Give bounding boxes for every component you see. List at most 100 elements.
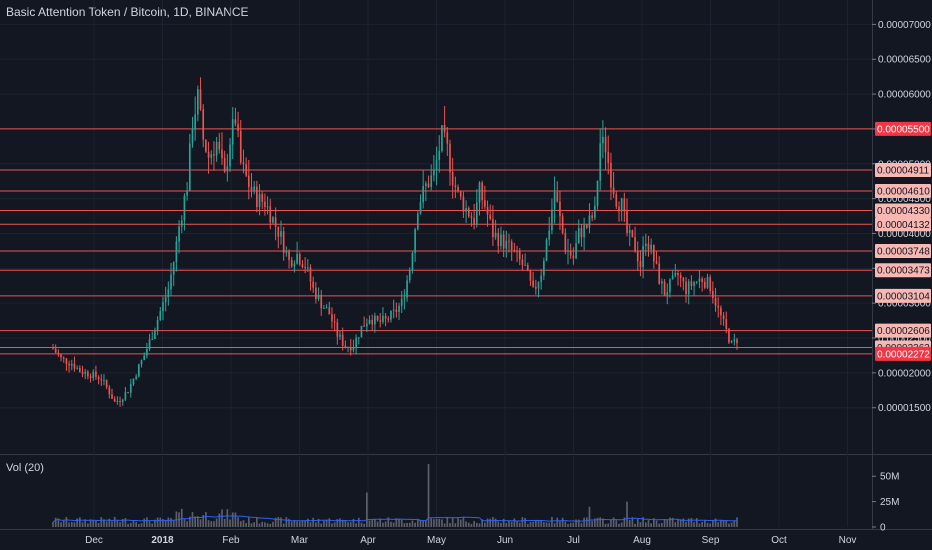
candle [403, 289, 406, 310]
volume-bar [433, 519, 435, 527]
candle-body [628, 230, 631, 233]
candle [272, 215, 274, 224]
volume-bar [266, 523, 269, 527]
volume-bar [231, 512, 234, 527]
candle-body [306, 267, 309, 269]
candle-body [355, 337, 357, 348]
candle [132, 378, 135, 386]
volume-bar [170, 518, 172, 527]
volume-bar [736, 517, 738, 527]
candle-body [301, 264, 304, 268]
candle [288, 249, 290, 269]
volume-bar [164, 520, 167, 527]
candle-body [65, 358, 68, 364]
candle-body [81, 372, 84, 374]
candle [607, 135, 610, 175]
volume-bar [357, 517, 360, 527]
candle-body [54, 348, 57, 353]
volume-bar [634, 523, 636, 527]
candle-body [722, 315, 725, 320]
candle-body [518, 251, 521, 260]
candle-body [653, 244, 655, 262]
volume-bar [615, 520, 618, 527]
candle-body [703, 281, 706, 288]
volume-bar [631, 517, 634, 527]
volume-bar [92, 520, 95, 527]
candle-body [513, 249, 516, 252]
candle [197, 85, 199, 122]
candle [180, 215, 183, 234]
candle [352, 339, 355, 353]
candle [441, 124, 443, 153]
volume-bar [720, 520, 722, 527]
candle [446, 126, 449, 156]
volume-bar [89, 519, 92, 527]
volume-bar [475, 522, 478, 527]
candle-body [543, 260, 545, 276]
candle [569, 243, 572, 259]
candle [577, 219, 580, 244]
volume-bar [484, 522, 486, 527]
candle [733, 333, 736, 346]
candle [653, 244, 655, 269]
candle-body [272, 217, 274, 223]
candle [516, 245, 518, 263]
candle-body [288, 251, 290, 260]
candle-body [280, 231, 282, 237]
volume-bar [548, 522, 551, 527]
candle [679, 272, 682, 288]
candle [524, 253, 526, 266]
volume-bar [78, 517, 81, 527]
candle [580, 224, 583, 247]
candle-body [215, 142, 218, 156]
candle [669, 278, 671, 298]
candle [631, 229, 634, 238]
candle-body [698, 278, 701, 282]
candle [207, 141, 210, 174]
volume-bar [135, 521, 137, 527]
price-tick-label: 0.00004500 [878, 194, 931, 205]
candle-body [363, 325, 365, 327]
candle-body [277, 226, 280, 237]
candle-body [395, 309, 398, 313]
volume-bar [454, 523, 457, 527]
candle-body [467, 208, 470, 217]
candle [610, 152, 612, 201]
volume-bar [162, 519, 164, 527]
candle-body [304, 267, 306, 269]
volume-bar [658, 523, 661, 527]
candle [70, 359, 73, 371]
candle [376, 315, 379, 322]
volume-bar [411, 520, 414, 527]
volume-bar [521, 517, 524, 527]
volume-bar [229, 519, 231, 527]
candle-body [411, 252, 414, 271]
volume-pane-label: Vol (20) [6, 462, 44, 474]
volume-bar [328, 518, 331, 527]
volume-bar [685, 522, 687, 527]
volume-bar [588, 506, 591, 527]
candle [159, 306, 162, 322]
candle [306, 259, 309, 272]
candle [347, 346, 349, 353]
volume-bar [188, 516, 191, 527]
candle-body [333, 321, 336, 323]
candle-body [231, 119, 234, 145]
candle-body [610, 162, 612, 188]
volume-bar [674, 522, 677, 527]
candle-series [52, 77, 738, 407]
candle-body [140, 360, 143, 365]
volume-bar [594, 518, 596, 527]
candle-body [218, 142, 221, 150]
candle [532, 271, 534, 288]
volume-bar [585, 517, 588, 527]
candle-body [459, 190, 462, 197]
candle-body [725, 319, 728, 329]
candle [655, 251, 658, 265]
candle-body [419, 202, 422, 214]
candle-body [596, 180, 599, 206]
volume-bar [73, 522, 76, 527]
candle-body [317, 294, 320, 300]
candle-body [62, 357, 65, 359]
